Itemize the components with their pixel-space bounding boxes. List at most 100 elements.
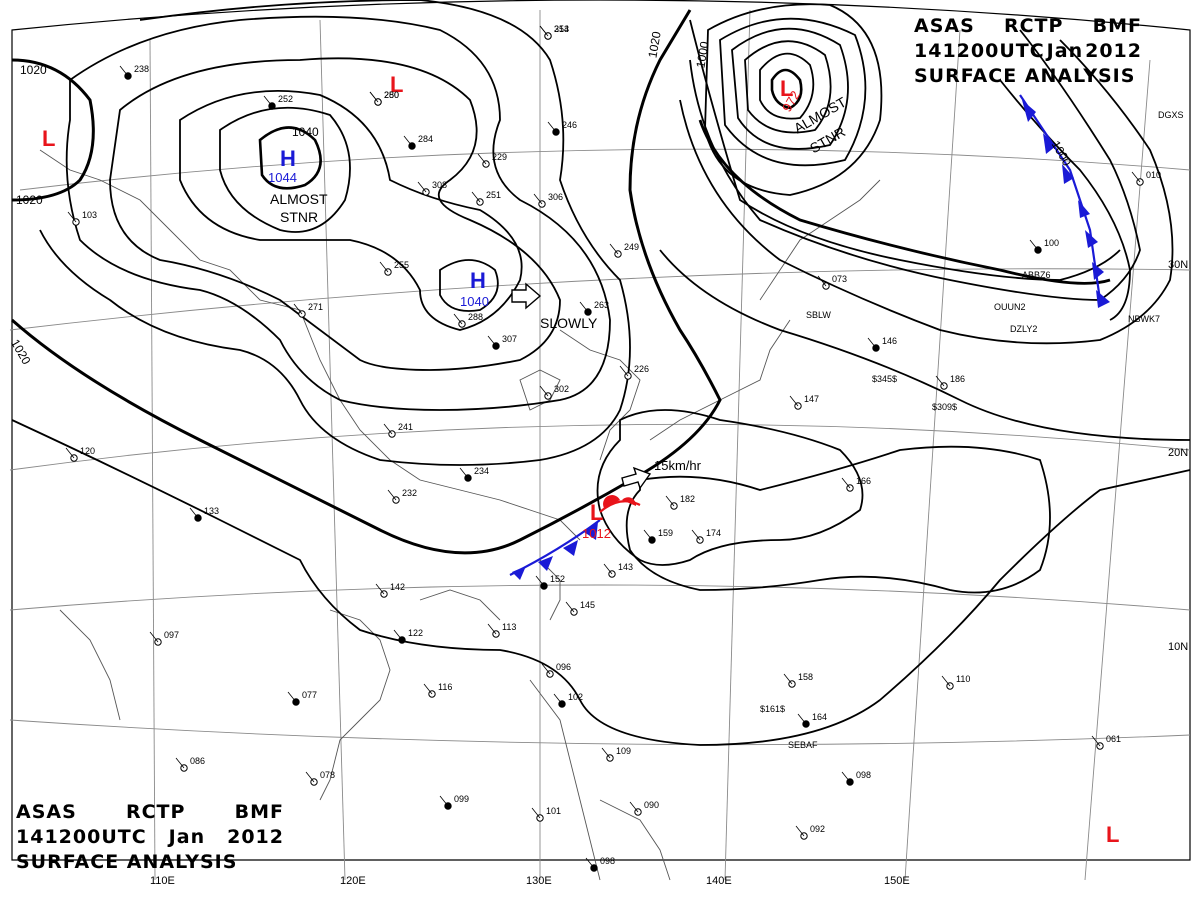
station-pressure: 229 — [492, 152, 507, 162]
chart-border — [11, 0, 1191, 861]
title-code: BMF — [234, 801, 284, 823]
station-pressure: 113 — [502, 622, 516, 632]
chart-title-bottom-left: ASAS RCTP BMF 141200UTC Jan 2012 SURFACE ANA… — [16, 800, 284, 875]
station-pressure: 307 — [502, 334, 517, 344]
latitude-label: 30N — [1168, 259, 1188, 271]
station-pressure: 238 — [134, 64, 149, 74]
longitude-label: 130E — [526, 875, 552, 887]
station-pressure: 164 — [812, 712, 827, 722]
longitude-grid — [149, 9, 1151, 881]
high-note-line2: STNR — [280, 209, 318, 225]
title-month: Jan — [1046, 40, 1084, 62]
wind-barb — [841, 771, 851, 783]
station-pressure: 010 — [1146, 170, 1161, 180]
station-pressure: 145 — [580, 600, 595, 610]
station-pressure: 166 — [856, 476, 871, 486]
station-pressure: 146 — [882, 336, 897, 346]
station-pressure: 098 — [856, 770, 871, 780]
station-pressure: 143 — [618, 562, 633, 572]
station-pressure: 098 — [600, 856, 615, 866]
isobar-label: 1020 — [20, 63, 47, 77]
station-code: $309$ — [932, 402, 957, 412]
wind-barb — [175, 757, 185, 769]
station-code: NBWK7 — [1128, 314, 1160, 324]
station-pressure: 133 — [204, 506, 219, 516]
station-pressure: 186 — [950, 374, 965, 384]
wind-barb — [149, 631, 159, 643]
wind-barb — [471, 191, 481, 203]
longitude-label: 150E — [884, 875, 910, 887]
station-pressure: 255 — [394, 260, 409, 270]
wind-barb — [841, 477, 851, 489]
motion-arrows — [511, 282, 652, 490]
wind-barb — [417, 181, 427, 193]
wind-barb — [453, 313, 463, 325]
wind-barb — [789, 395, 799, 407]
title-agency: ASAS — [914, 15, 975, 37]
station-pressure: 096 — [556, 662, 571, 672]
station-pressure: 077 — [302, 690, 317, 700]
isobar-1000 — [698, 119, 1111, 285]
isobar-1020-west — [11, 58, 95, 202]
station-pressure: 152 — [550, 574, 565, 584]
wind-barb — [393, 629, 403, 641]
title-type: SURFACE ANALYSIS — [914, 65, 1136, 87]
wind-barb — [403, 135, 413, 147]
wind-barb — [609, 243, 619, 255]
station-pressure: 102 — [568, 692, 583, 702]
wind-barb — [387, 489, 397, 501]
station-codes: $345$ $309$ $161$ SBLW DZLY2 OUUN2 ABBZ6 NBWK7 D… — [760, 110, 1184, 750]
high-symbol: H — [470, 268, 486, 293]
station-pressure: 116 — [438, 682, 452, 692]
station-pressure: 302 — [554, 384, 569, 394]
station-pressure: 251 — [486, 190, 501, 200]
isobar-label: 1020 — [16, 193, 43, 207]
wind-barb — [585, 857, 595, 869]
wind-barb — [665, 495, 675, 507]
wind-barb — [579, 301, 589, 313]
station-pressure: 159 — [658, 528, 673, 538]
wind-barb — [67, 211, 77, 223]
high-pressure-value: 1040 — [460, 294, 489, 309]
wind-barb — [565, 601, 575, 613]
wind-barb — [369, 91, 379, 103]
station-pressure: 097 — [164, 630, 179, 640]
high-motion: SLOWLY — [540, 315, 598, 331]
isobar-label: 1040 — [292, 125, 319, 139]
title-agency: ASAS — [16, 801, 77, 823]
wind-barb — [189, 507, 199, 519]
title-station: RCTP — [1003, 15, 1064, 37]
wind-barb — [305, 771, 315, 783]
station-pressure: 308 — [432, 180, 447, 190]
station-pressure: 142 — [390, 582, 405, 592]
isobars — [11, 0, 1191, 746]
isobar-1020-main — [11, 9, 722, 555]
wind-barb — [935, 375, 945, 387]
wind-barb — [867, 337, 877, 349]
coastlines — [39, 149, 881, 881]
wind-barb — [603, 563, 613, 575]
station-pressure: 306 — [548, 192, 563, 202]
station-pressure: 158 — [798, 672, 813, 682]
title-year: 2012 — [1085, 40, 1142, 62]
station-code: $161$ — [760, 704, 785, 714]
wind-barb — [383, 423, 393, 435]
station-pressure: 249 — [624, 242, 639, 252]
title-year: 2012 — [227, 826, 284, 848]
low-symbol: L — [390, 72, 403, 97]
longitude-label: 120E — [340, 875, 366, 887]
wind-barb — [795, 825, 805, 837]
station-pressure: 090 — [644, 800, 659, 810]
longitude-label: 140E — [706, 875, 732, 887]
high-symbol: H — [280, 146, 296, 171]
station-pressure: 232 — [402, 488, 417, 498]
station-pressure: 109 — [616, 746, 631, 756]
station-pressure: 314 — [554, 24, 569, 34]
wind-barb — [1131, 171, 1141, 183]
station-code: OUUN2 — [994, 302, 1026, 312]
station-pressure: 250 — [384, 90, 399, 100]
wind-barb — [535, 575, 545, 587]
station-pressure: 147 — [804, 394, 819, 404]
station-pressure: 280 — [384, 90, 399, 100]
